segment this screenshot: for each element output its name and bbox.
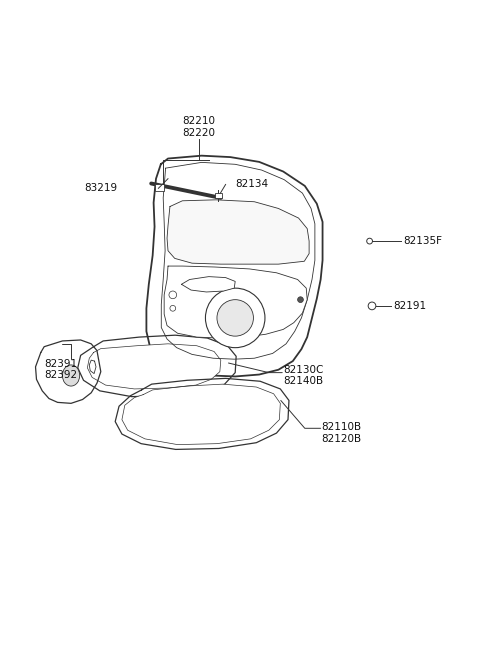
Text: 82391
82392: 82391 82392 (44, 359, 77, 381)
Polygon shape (164, 266, 307, 338)
Bar (155, 184, 164, 191)
Text: 82210
82220: 82210 82220 (183, 117, 216, 138)
Circle shape (367, 238, 372, 244)
Circle shape (368, 302, 376, 310)
Polygon shape (146, 156, 323, 377)
Polygon shape (78, 335, 236, 397)
Polygon shape (87, 344, 221, 389)
Ellipse shape (62, 365, 80, 386)
Polygon shape (122, 384, 280, 445)
Bar (215, 193, 222, 198)
Text: 83219: 83219 (84, 183, 118, 193)
Polygon shape (36, 340, 101, 403)
Polygon shape (115, 379, 289, 449)
Circle shape (169, 291, 177, 299)
Polygon shape (181, 276, 235, 292)
Circle shape (205, 288, 265, 348)
Circle shape (298, 297, 303, 303)
Polygon shape (161, 162, 315, 359)
Circle shape (217, 299, 253, 336)
Polygon shape (167, 200, 309, 264)
Text: 82130C
82140B: 82130C 82140B (283, 365, 324, 386)
Text: 82134: 82134 (235, 179, 268, 189)
Text: 82191: 82191 (394, 301, 427, 311)
Text: 82135F: 82135F (403, 236, 442, 246)
Circle shape (170, 305, 176, 311)
Text: 82110B
82120B: 82110B 82120B (322, 422, 362, 444)
